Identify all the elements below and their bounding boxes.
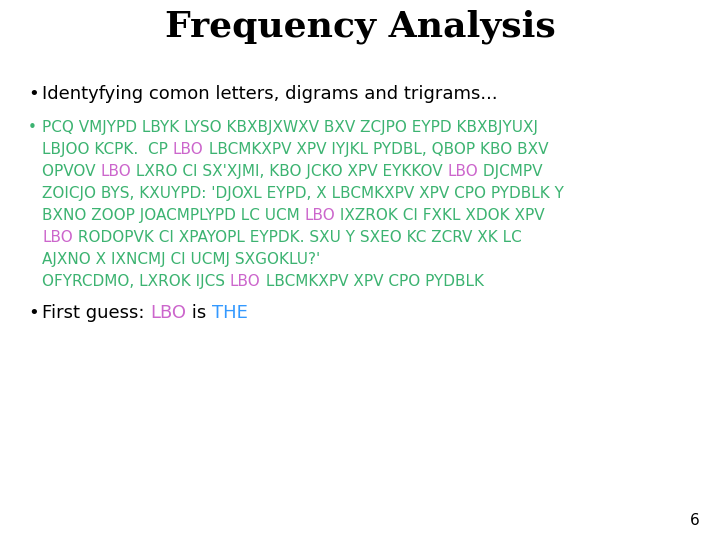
Text: THE: THE [212, 304, 248, 322]
Text: •: • [28, 120, 37, 135]
Text: PCQ VMJYPD LBYK LYSO KBXBJXWXV BXV ZCJPO EYPD KBXBJYUXJ: PCQ VMJYPD LBYK LYSO KBXBJXWXV BXV ZCJPO… [42, 120, 538, 135]
Text: BXNO ZOOP JOACMPLYPD LC UCM: BXNO ZOOP JOACMPLYPD LC UCM [42, 208, 305, 223]
Text: LBO: LBO [173, 142, 204, 157]
Text: LBO: LBO [150, 304, 186, 322]
Text: Identyfying comon letters, digrams and trigrams...: Identyfying comon letters, digrams and t… [42, 85, 498, 103]
Text: LBO: LBO [42, 230, 73, 245]
Text: First guess:: First guess: [42, 304, 150, 322]
Text: 6: 6 [690, 513, 700, 528]
Text: AJXNO X IXNCMJ CI UCMJ SXGOKLU?': AJXNO X IXNCMJ CI UCMJ SXGOKLU?' [42, 252, 320, 267]
Text: LBCMKXPV XPV CPO PYDBLK: LBCMKXPV XPV CPO PYDBLK [261, 274, 484, 289]
Text: LBCMKXPV XPV IYJKL PYDBL, QBOP KBO BXV: LBCMKXPV XPV IYJKL PYDBL, QBOP KBO BXV [204, 142, 548, 157]
Text: •: • [28, 85, 39, 103]
Text: LBJOO KCPK.  CP: LBJOO KCPK. CP [42, 142, 173, 157]
Text: LBO: LBO [100, 164, 131, 179]
Text: LBO: LBO [448, 164, 478, 179]
Text: LBO: LBO [230, 274, 261, 289]
Text: RODOPVK CI XPAYOPL EYPDK. SXU Y SXEO KC ZCRV XK LC: RODOPVK CI XPAYOPL EYPDK. SXU Y SXEO KC … [73, 230, 521, 245]
Text: LXRO CI SX'XJMI, KBO JCKO XPV EYKKOV: LXRO CI SX'XJMI, KBO JCKO XPV EYKKOV [131, 164, 448, 179]
Text: LBO: LBO [305, 208, 336, 223]
Text: •: • [28, 304, 39, 322]
Text: ZOICJO BYS, KXUYPD: 'DJOXL EYPD, X LBCMKXPV XPV CPO PYDBLK Y: ZOICJO BYS, KXUYPD: 'DJOXL EYPD, X LBCMK… [42, 186, 564, 201]
Text: DJCMPV: DJCMPV [478, 164, 543, 179]
Text: IXZROK CI FXKL XDOK XPV: IXZROK CI FXKL XDOK XPV [336, 208, 545, 223]
Text: is: is [186, 304, 212, 322]
Text: OPVOV: OPVOV [42, 164, 100, 179]
Text: Frequency Analysis: Frequency Analysis [165, 10, 555, 44]
Text: OFYRCDMO, LXROK IJCS: OFYRCDMO, LXROK IJCS [42, 274, 230, 289]
